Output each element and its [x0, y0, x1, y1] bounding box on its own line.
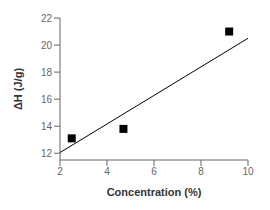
svg-text:4: 4: [104, 166, 110, 177]
svg-text:16: 16: [41, 94, 53, 105]
svg-text:6: 6: [151, 166, 157, 177]
svg-text:2: 2: [57, 166, 63, 177]
svg-text:12: 12: [41, 148, 53, 159]
svg-text:10: 10: [242, 166, 254, 177]
svg-text:ΔH (J/g): ΔH (J/g): [12, 68, 24, 110]
svg-text:14: 14: [41, 121, 53, 132]
svg-text:18: 18: [41, 67, 53, 78]
svg-text:8: 8: [198, 166, 204, 177]
svg-text:22: 22: [41, 13, 53, 24]
svg-text:20: 20: [41, 40, 53, 51]
svg-text:Concentration (%): Concentration (%): [107, 186, 202, 198]
